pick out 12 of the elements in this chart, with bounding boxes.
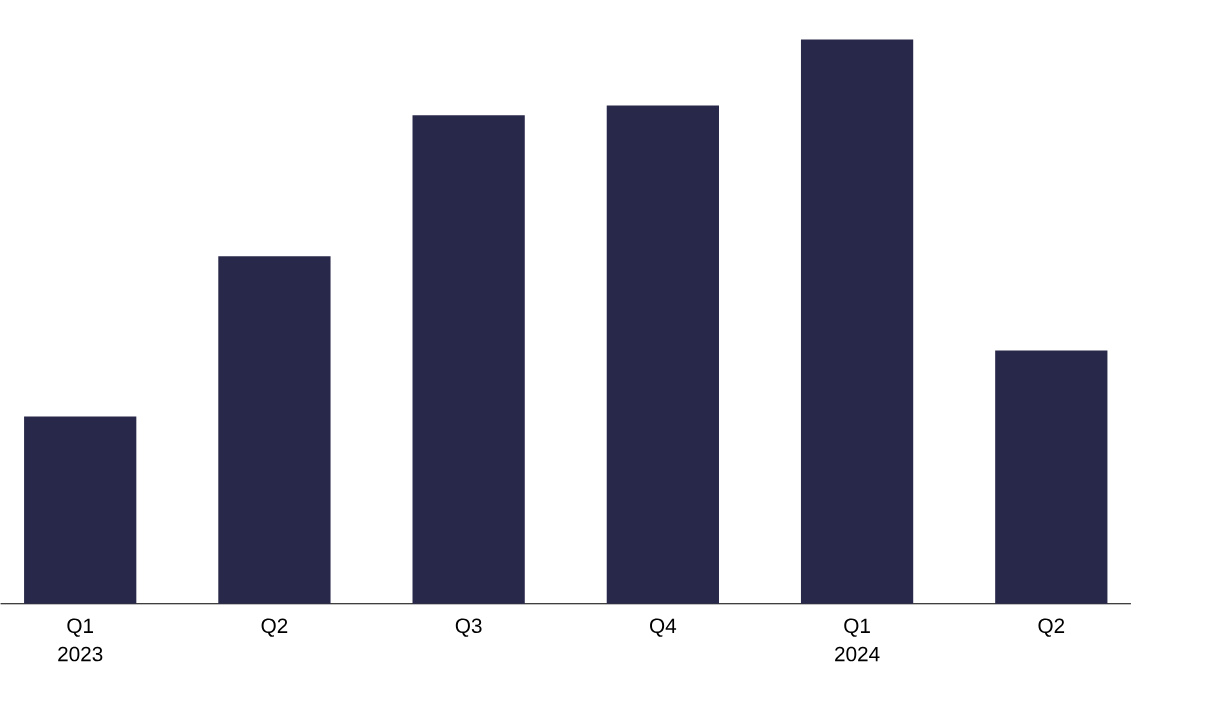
- x-tick-label: Q3: [455, 618, 482, 637]
- x-tick-label: Q1 2023: [58, 618, 103, 662]
- bar: [606, 105, 719, 604]
- bar: [800, 39, 914, 604]
- bar: [412, 114, 525, 604]
- bar: [218, 256, 331, 604]
- x-tick-label: Q2: [1038, 618, 1065, 637]
- bar: [24, 416, 137, 604]
- x-tick-label: Q4: [650, 618, 677, 637]
- x-tick-label: Q1 2024: [835, 618, 880, 662]
- x-tick-label: Q2: [261, 618, 288, 637]
- bar: [995, 350, 1108, 604]
